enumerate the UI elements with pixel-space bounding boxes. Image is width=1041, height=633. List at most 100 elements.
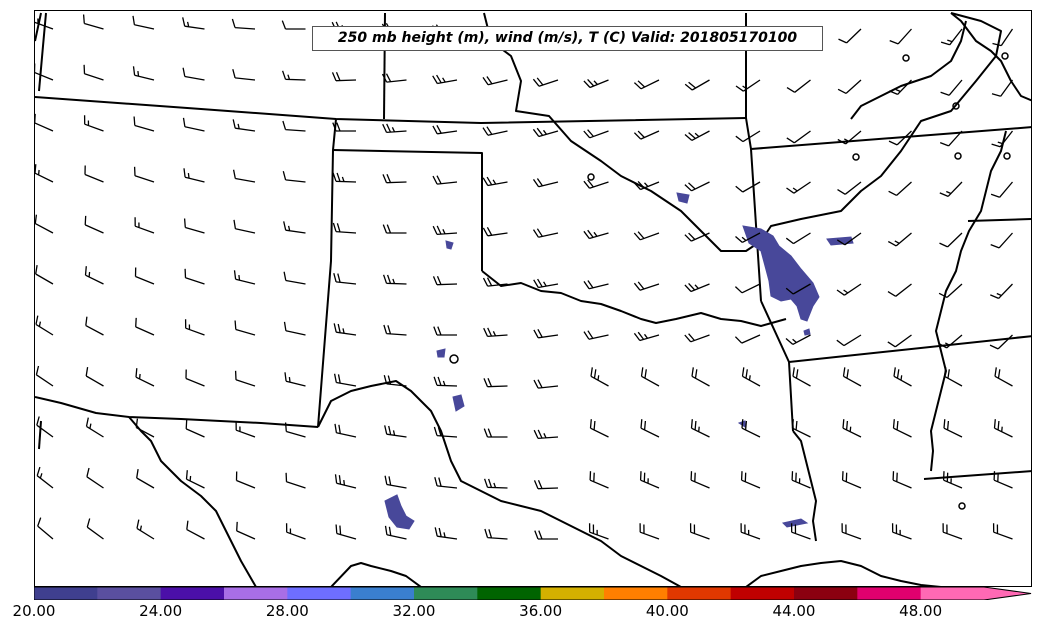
colorbar-segment <box>477 587 542 600</box>
wind-barbs <box>35 14 1014 540</box>
wind-barb <box>938 283 963 298</box>
wind-barb <box>35 18 54 30</box>
rio-grande <box>128 416 257 586</box>
calm-circle <box>852 153 860 161</box>
wind-barb <box>284 372 306 387</box>
colorbar-svg <box>34 587 1032 600</box>
wind-barb <box>583 280 609 290</box>
wind-barb <box>432 225 458 236</box>
wind-barb <box>483 428 508 438</box>
wind-barb <box>434 527 458 540</box>
wind-barb <box>633 79 660 90</box>
wind-barb <box>837 79 862 94</box>
calm-circle <box>952 102 960 110</box>
wind-barb <box>482 226 508 237</box>
map-title: 250 mb height (m), wind (m/s), T (C) Val… <box>312 26 823 51</box>
shade-patch-ok-small2 <box>436 348 446 358</box>
wind-barb <box>892 419 912 438</box>
colorbar-tick-label: 24.00 <box>139 602 183 620</box>
wind-barb <box>836 334 862 347</box>
wind-barb <box>534 530 558 540</box>
colorbar-segment <box>920 587 1032 600</box>
wind-barb <box>231 18 256 30</box>
wind-barb <box>85 366 104 387</box>
wind-barb <box>35 63 54 81</box>
wind-barb <box>332 222 357 234</box>
shade-patch-texas-1 <box>384 494 415 530</box>
wind-barb <box>684 232 710 242</box>
colorbar-segment <box>730 587 795 600</box>
wind-barb <box>282 171 306 183</box>
wind-barb <box>939 181 963 197</box>
wind-barb <box>940 79 963 96</box>
wind-barb <box>283 271 306 285</box>
wind-barb <box>633 331 660 342</box>
colorbar-segment <box>857 587 922 600</box>
colorbar-segment <box>287 587 352 600</box>
wind-barb <box>184 319 205 336</box>
wind-barb <box>989 334 1013 350</box>
wind-barb <box>134 217 155 234</box>
wind-barb <box>482 76 508 86</box>
shade-patch-south <box>782 518 809 528</box>
wind-barb <box>690 419 710 438</box>
wind-barb <box>186 520 205 540</box>
wind-barb <box>183 168 205 183</box>
wind-barb <box>734 334 761 344</box>
boundary-co-ks-east <box>317 118 337 428</box>
wind-barb <box>133 116 155 132</box>
wind-barb <box>888 181 912 196</box>
wind-barb <box>990 181 1013 198</box>
calm-circle <box>958 502 966 510</box>
shade-patch-texas-2 <box>452 394 465 412</box>
colorbar-segment <box>224 587 288 600</box>
wind-barb <box>785 232 811 245</box>
wind-barb <box>332 122 356 132</box>
wind-barb <box>887 283 912 297</box>
wind-barb <box>133 166 155 183</box>
wind-barb <box>35 365 54 387</box>
wind-barb <box>235 421 256 438</box>
wind-barb <box>589 471 609 489</box>
wind-barb <box>134 267 155 285</box>
wind-barb <box>333 373 357 387</box>
wind-barb <box>483 478 508 489</box>
wind-barb <box>433 426 458 438</box>
wind-barb <box>185 470 205 489</box>
wind-barb <box>35 264 54 285</box>
mississippi-river <box>930 130 1007 472</box>
wind-barb <box>36 466 54 489</box>
wind-barb <box>689 523 710 540</box>
ne-corner <box>950 12 1031 102</box>
boundary-nm-co <box>35 396 319 428</box>
colorbar-segment <box>414 587 478 600</box>
wind-barb <box>532 127 559 138</box>
wind-barb <box>232 169 256 183</box>
wind-barb <box>382 224 407 234</box>
wind-barb <box>786 79 811 93</box>
wind-barb <box>939 130 963 147</box>
map-panel: 250 mb height (m), wind (m/s), T (C) Val… <box>34 10 1032 587</box>
wind-barb <box>333 323 357 336</box>
wind-barb <box>184 268 205 285</box>
colorado-left-edge <box>38 12 47 92</box>
wind-barb <box>994 367 1013 387</box>
shade-patch-arkansas <box>742 225 820 322</box>
temperature-shading <box>384 192 854 530</box>
wind-barb <box>684 333 710 343</box>
wind-barb <box>842 419 862 438</box>
wind-barb <box>35 164 54 183</box>
colorbar-segment <box>160 587 225 600</box>
wind-barb <box>741 367 761 387</box>
wind-barb <box>234 370 256 387</box>
colorbar-outline <box>34 587 1032 600</box>
colorbar-tick-label: 48.00 <box>899 602 943 620</box>
wind-barb <box>837 181 862 195</box>
colorbar-segment <box>97 587 162 600</box>
wind-barb <box>432 74 458 85</box>
colorbar-segment <box>794 587 858 600</box>
wind-barb <box>940 28 963 46</box>
wind-barb <box>838 28 862 44</box>
wind-barb <box>583 229 609 240</box>
wind-barb <box>83 64 104 81</box>
